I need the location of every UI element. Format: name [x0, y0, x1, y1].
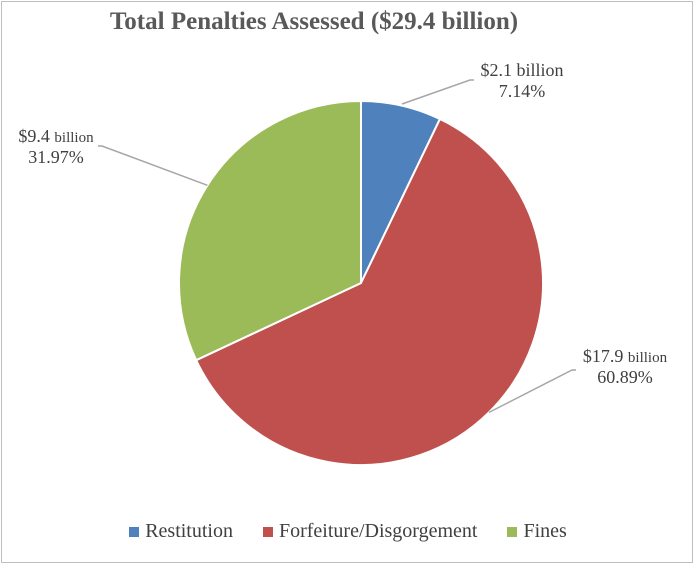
leader-line-fines: [98, 145, 208, 187]
legend: Restitution Forfeiture/Disgorgement Fine…: [0, 520, 696, 543]
pie-slice-fines: [178, 99, 362, 362]
chart-title: Total Penalties Assessed ($29.4 billion): [109, 8, 519, 35]
legend-label-forfeiture: Forfeiture/Disgorgement: [278, 520, 478, 542]
data-label-amount-fines: $9.4 billion: [18, 126, 94, 146]
leader-line-restitution: [401, 79, 474, 105]
leader-line-forfeiture: [488, 369, 576, 414]
legend-swatch-forfeiture: [262, 526, 273, 537]
data-label-percent-restitution: 7.14%: [499, 81, 546, 101]
legend-swatch-fines: [507, 526, 518, 537]
legend-item-fines: Fines: [507, 520, 567, 543]
legend-swatch-restitution: [129, 526, 140, 537]
data-label-amount-restitution: $2.1 billion: [480, 60, 563, 80]
data-label-amount-forfeiture: $17.9 billion: [583, 346, 668, 366]
legend-label-fines: Fines: [523, 520, 567, 542]
data-label-percent-fines: 31.97%: [28, 147, 84, 167]
legend-item-restitution: Restitution: [129, 520, 233, 543]
data-label-percent-forfeiture: 60.89%: [597, 367, 653, 387]
legend-label-restitution: Restitution: [145, 520, 233, 542]
legend-item-forfeiture: Forfeiture/Disgorgement: [262, 520, 478, 543]
